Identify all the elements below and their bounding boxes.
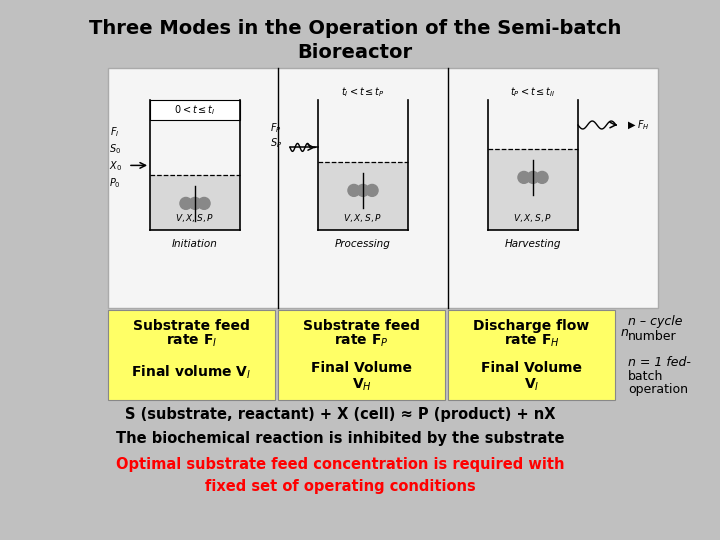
Text: Substrate feed: Substrate feed: [133, 319, 250, 333]
Text: $V, X, S, P$: $V, X, S, P$: [513, 212, 553, 224]
Circle shape: [198, 198, 210, 210]
Text: V$_H$: V$_H$: [351, 377, 372, 393]
Text: $S_P$: $S_P$: [270, 136, 282, 150]
Text: $X_0$: $X_0$: [109, 159, 122, 173]
Text: $V, X, S, P$: $V, X, S, P$: [176, 212, 215, 224]
Text: $F_P$: $F_P$: [270, 121, 282, 135]
Circle shape: [527, 172, 539, 184]
Text: Processing: Processing: [335, 239, 391, 249]
Bar: [150, 176, 240, 230]
Text: $0 < t \leq t_I$: $0 < t \leq t_I$: [174, 103, 216, 117]
Circle shape: [180, 198, 192, 210]
Bar: [488, 150, 578, 230]
Text: Harvesting: Harvesting: [505, 239, 562, 249]
Text: Three Modes in the Operation of the Semi-batch: Three Modes in the Operation of the Semi…: [89, 18, 621, 37]
Text: $t_P < t \leq t_{II}$: $t_P < t \leq t_{II}$: [510, 85, 556, 99]
Circle shape: [518, 172, 530, 184]
Bar: [150, 100, 240, 120]
Circle shape: [536, 172, 548, 184]
Circle shape: [366, 185, 378, 197]
Text: Bioreactor: Bioreactor: [297, 43, 413, 62]
Text: n – cycle: n – cycle: [628, 315, 683, 328]
Text: rate F$_P$: rate F$_P$: [334, 333, 389, 349]
Text: $S_0$: $S_0$: [109, 142, 121, 156]
Circle shape: [348, 185, 360, 197]
Text: Optimal substrate feed concentration is required with: Optimal substrate feed concentration is …: [116, 457, 564, 472]
Text: $F_I$: $F_I$: [110, 125, 120, 139]
Text: $\blacktriangleright F_H$: $\blacktriangleright F_H$: [626, 118, 649, 132]
Text: The biochemical reaction is inhibited by the substrate: The biochemical reaction is inhibited by…: [116, 430, 564, 445]
Text: $P_0$: $P_0$: [109, 176, 121, 190]
Text: rate F$_I$: rate F$_I$: [166, 333, 217, 349]
Bar: [278, 310, 445, 400]
Text: Initiation: Initiation: [172, 239, 218, 249]
Bar: [108, 310, 275, 400]
Text: n = 1 fed-: n = 1 fed-: [628, 355, 691, 368]
Text: V$_I$: V$_I$: [523, 377, 539, 393]
Text: S (substrate, reactant) + X (cell) ≈ P (product) + nX: S (substrate, reactant) + X (cell) ≈ P (…: [125, 408, 555, 422]
Text: n: n: [621, 326, 629, 339]
Circle shape: [189, 198, 201, 210]
Bar: [108, 68, 658, 308]
Bar: [448, 310, 615, 400]
Text: fixed set of operating conditions: fixed set of operating conditions: [204, 480, 475, 495]
Text: Discharge flow: Discharge flow: [473, 319, 590, 333]
Text: Final Volume: Final Volume: [481, 361, 582, 375]
Text: operation: operation: [628, 383, 688, 396]
Text: Final volume V$_I$: Final volume V$_I$: [131, 363, 252, 381]
Text: batch: batch: [628, 369, 663, 382]
Text: $t_I < t \leq t_P$: $t_I < t \leq t_P$: [341, 85, 385, 99]
Text: Substrate feed: Substrate feed: [303, 319, 420, 333]
Text: number: number: [628, 329, 677, 342]
Text: Final Volume: Final Volume: [311, 361, 412, 375]
Bar: [318, 163, 408, 230]
Text: rate F$_H$: rate F$_H$: [503, 333, 559, 349]
Circle shape: [357, 185, 369, 197]
Text: $V, X, S, P$: $V, X, S, P$: [343, 212, 382, 224]
